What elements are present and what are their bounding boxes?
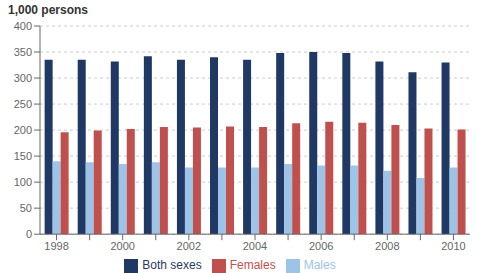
html-text:1,000 persons: 1,000 persons [8,3,88,17]
svg-text:250: 250 [14,98,32,110]
svg-text:100: 100 [14,176,32,188]
html-text:Both sexes: Both sexes [142,258,202,273]
svg-text:300: 300 [14,72,32,84]
svg-text:200: 200 [14,124,32,136]
html-text:Males: Males [303,258,336,273]
svg-text:2002: 2002 [177,240,201,252]
svg-text:2008: 2008 [375,240,399,252]
svg-text:2006: 2006 [309,240,333,252]
svg-text:0: 0 [26,228,32,240]
html-text:Females: Females [229,258,276,273]
svg-text:350: 350 [14,46,32,58]
svg-text:2000: 2000 [110,240,134,252]
svg-text:150: 150 [14,150,32,162]
svg-text:2010: 2010 [441,240,465,252]
svg-text:50: 50 [20,202,32,214]
svg-text:2004: 2004 [243,240,267,252]
svg-text:1998: 1998 [44,240,68,252]
svg-text:400: 400 [14,20,32,32]
